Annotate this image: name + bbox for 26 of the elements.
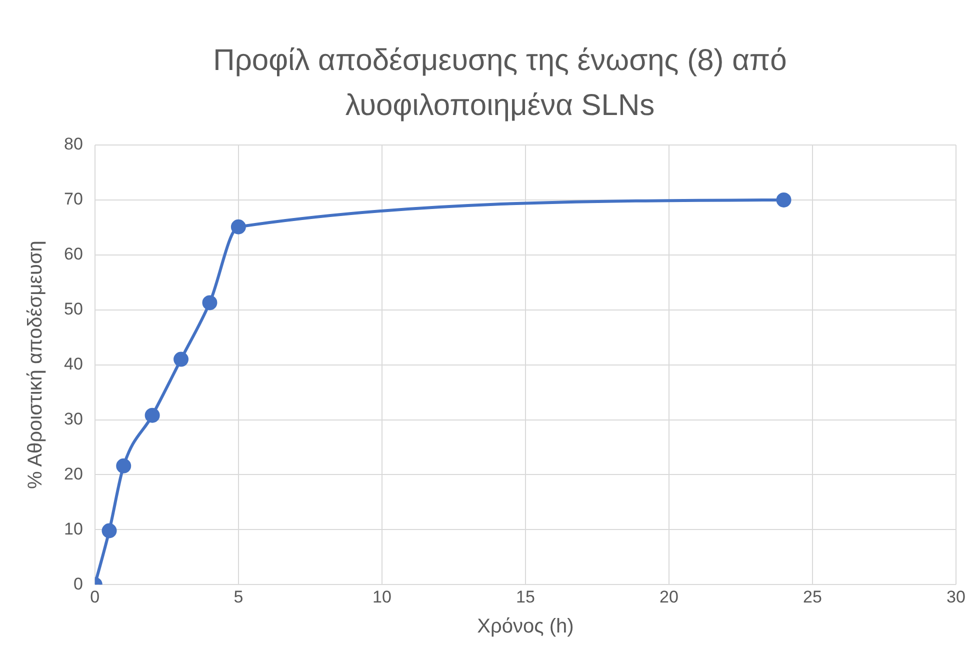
x-tick-label: 5 [234, 587, 244, 606]
x-axis-title: Χρόνος (h) [477, 616, 574, 638]
x-tick-label: 20 [660, 587, 678, 606]
point [174, 352, 189, 367]
chart-title: Προφίλ αποδέσμευσης της ένωσης (8) από λυοφιλοποιημένα SLNs [212, 43, 788, 124]
y-tick-label: 30 [64, 409, 83, 428]
point [116, 458, 132, 474]
y-tick-label: 70 [64, 190, 83, 209]
y-tick-label: 50 [64, 300, 83, 319]
point [230, 219, 246, 234]
point [202, 295, 218, 310]
y-tick-label: 0 [73, 574, 83, 594]
point [144, 408, 160, 423]
y-tick-label: 20 [64, 464, 83, 484]
x-tick-label: 15 [516, 587, 535, 606]
x-tick-label: 10 [372, 587, 392, 606]
y-tick-label: 80 [64, 134, 83, 154]
x-tick-label: 0 [90, 587, 100, 606]
point [776, 192, 792, 208]
y-tick-label: 60 [64, 244, 83, 264]
point [102, 523, 117, 538]
y-tick-label: 10 [64, 519, 83, 538]
x-tick-label: 30 [946, 587, 966, 606]
y-tick-label: 40 [64, 354, 83, 374]
y-axis-title: % Αθροιστική αποδέσμευση [24, 240, 47, 490]
x-tick-label: 25 [803, 587, 822, 606]
